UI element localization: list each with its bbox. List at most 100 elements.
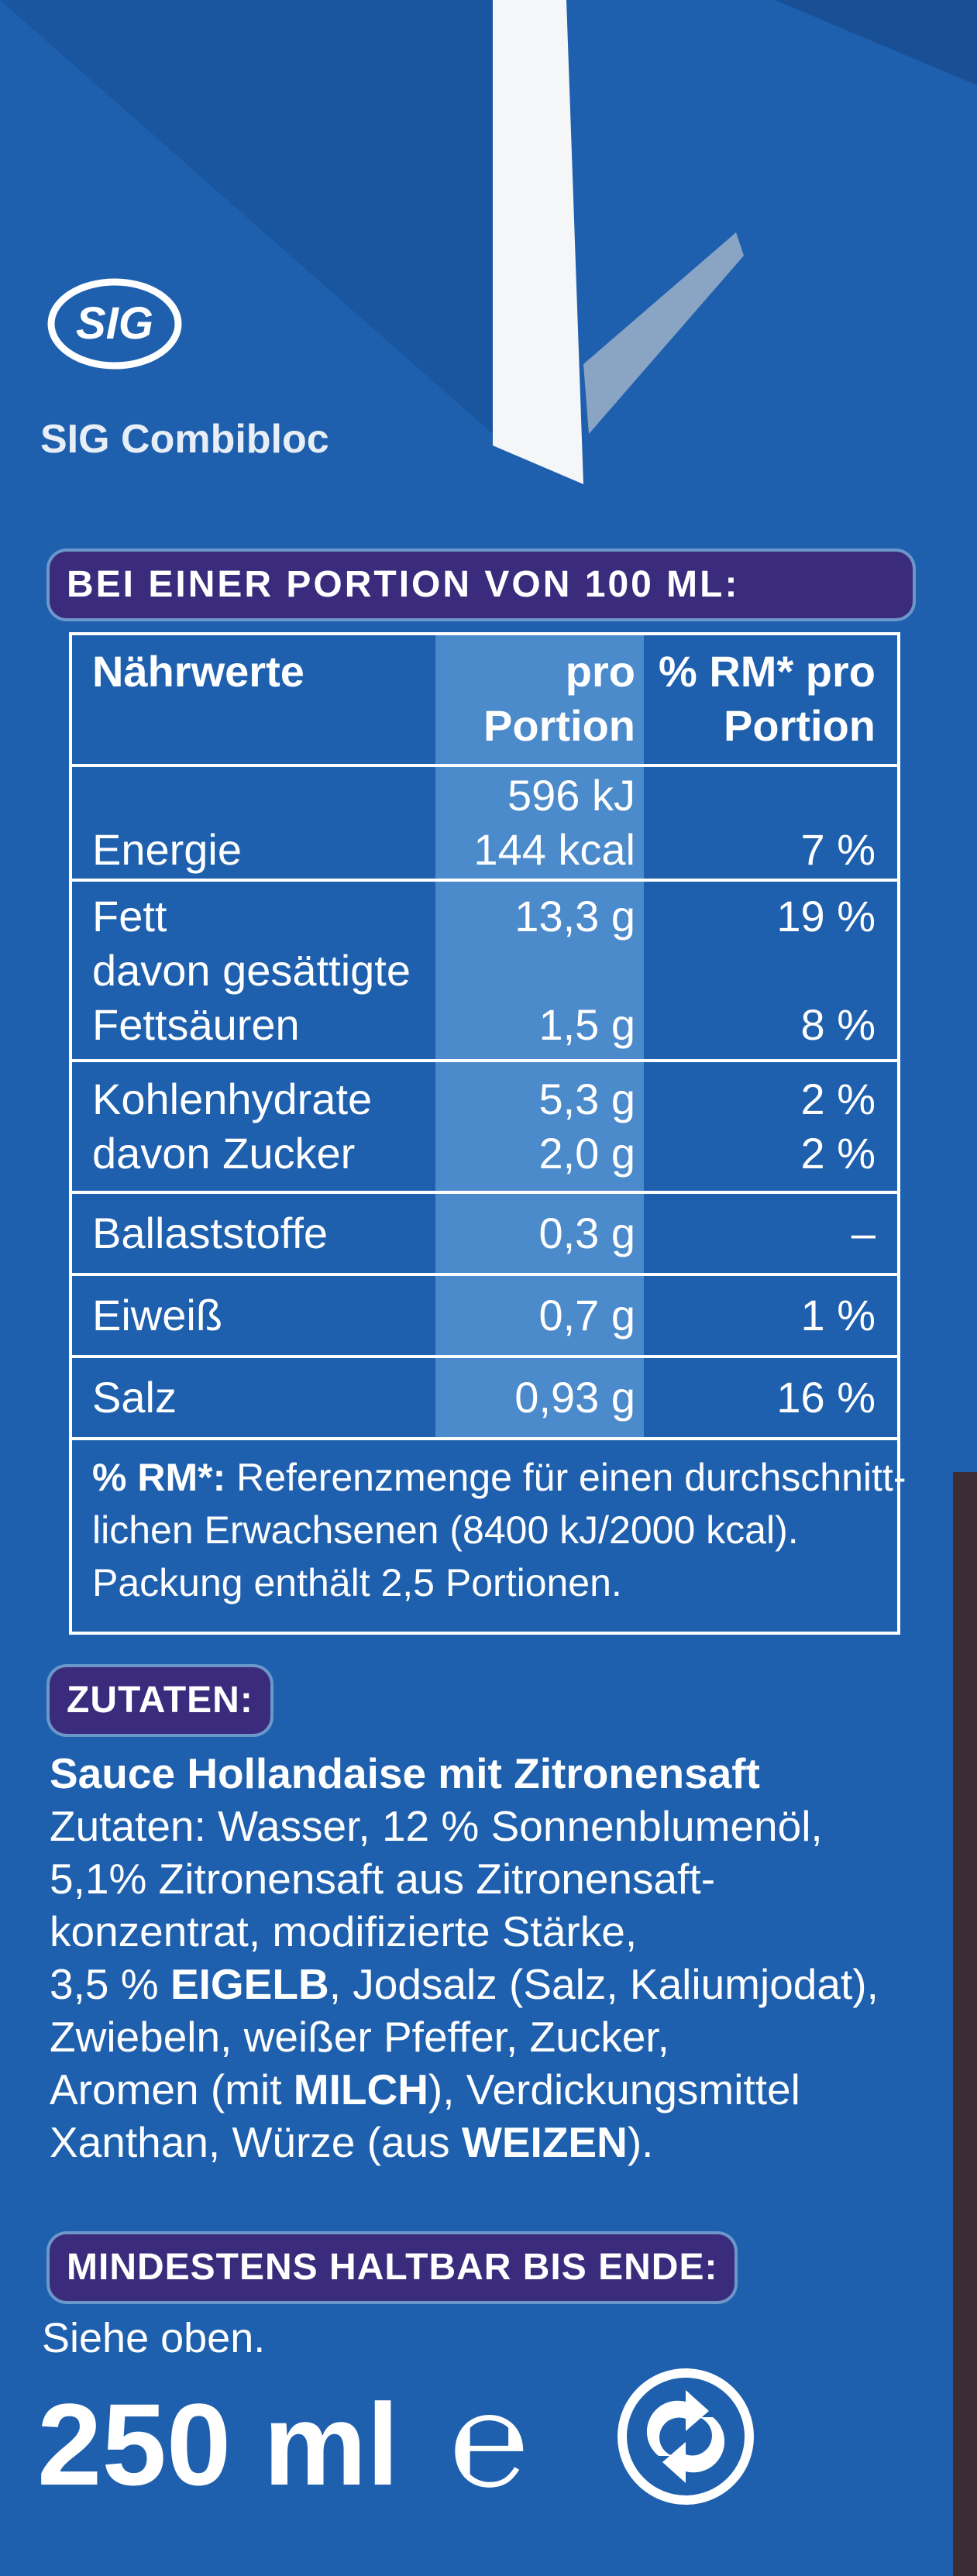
text-segment: Aromen (mit <box>50 2065 294 2113</box>
text-segment: ), Verdickungsmittel <box>428 2065 800 2113</box>
table-row: Kohlenhydrate 5,3 g 2 % davon Zucker 2,0 g 2 … <box>72 1062 897 1194</box>
nutrient-percent-line: 1 % <box>800 1291 876 1340</box>
text-segment: Zwiebeln, weißer Pfeffer, Zucker, <box>50 2013 669 2061</box>
nutrient-amount-line: 2,0 g <box>538 1129 635 1178</box>
nutrient-amount-line: 144 kcal <box>473 825 635 874</box>
table-row: Salz 0,93 g 16 % <box>72 1358 897 1440</box>
nutrient-label-line: davon Zucker <box>92 1129 356 1178</box>
nutrient-percent-line: 7 % <box>800 825 876 874</box>
text-segment: Packung enthält 2,5 Portionen. <box>92 1561 622 1604</box>
text-line: 5,1% Zitronensaft aus Zitronensaft- <box>50 1852 879 1905</box>
footnote: % RM*: Referenzmenge für einen durchschn… <box>72 1440 906 1620</box>
nutrient-label-line: Eiweiß <box>92 1291 223 1340</box>
nutrient-amount-line: 0,3 g <box>538 1209 635 1257</box>
best-before-text: Siehe oben. <box>42 2315 266 2361</box>
nutrient-amount-line: 0,93 g <box>514 1373 635 1422</box>
text-segment: WEIZEN <box>461 2118 628 2166</box>
header-amount-line: Portion <box>483 701 635 750</box>
text-line: Aromen (mit MILCH), Verdickungsmittel <box>50 2063 879 2116</box>
nutrient-label-line: davon gesättigte <box>92 945 411 995</box>
nutrient-label: Fett <box>72 889 435 944</box>
text-line: 3,5 % EIGELB, Jodsalz (Salz, Kaliumjodat… <box>50 1958 879 2010</box>
table-row: Eiweiß 0,7 g 1 % <box>72 1276 897 1358</box>
nutrient-amount-line: 13,3 g <box>514 891 635 941</box>
text-segment: 5,1% Zitronensaft aus Zitronensaft- <box>50 1855 716 1903</box>
header-amount: pro Portion <box>435 645 644 753</box>
nutrient-label: Ballaststoffe <box>72 1206 435 1260</box>
carton-edge <box>953 1472 977 2576</box>
nutrient-percent: 2 % <box>644 1072 897 1126</box>
dot-arrow <box>646 2390 709 2456</box>
logo: SIG <box>76 298 153 349</box>
text-line: % RM*: Referenzmenge für einen durchschn… <box>92 1451 906 1504</box>
dot-ring <box>618 2368 754 2505</box>
table-row: Ballaststoffe 0,3 g – <box>72 1194 897 1276</box>
text-line: lichen Erwachsenen (8400 kJ/2000 kcal). <box>92 1504 877 1556</box>
fold-shadow <box>0 0 493 434</box>
brand-name: SIG Combibloc <box>40 417 329 462</box>
text-segment: MILCH <box>293 2065 428 2113</box>
nutrient-percent-line: 19 % <box>776 891 876 941</box>
header-percent-line: % RM* pro <box>659 647 876 696</box>
table-row: Energie 596 kJ 144 kcal 7 % <box>72 767 897 882</box>
header-label-line: Nährwerte <box>92 647 304 696</box>
nutrient-label: davon gesättigte Fettsäuren <box>72 944 435 1052</box>
ingredients-title: Sauce Hollandaise mit Zitronensaft <box>50 1749 760 1797</box>
nutrient-percent: 7 % <box>644 823 897 877</box>
nutrient-amount: 2,0 g <box>435 1126 644 1181</box>
nutrient-percent: – <box>644 1206 897 1260</box>
nutrient-label-line: Fettsäuren <box>92 999 300 1049</box>
nutrient-label: Salz <box>72 1371 435 1425</box>
ingredients-heading: ZUTATEN: <box>50 1667 270 1734</box>
carton-flap <box>0 0 977 484</box>
text-segment: , Jodsalz (Salz, Kaliumjodat), <box>329 1960 879 2008</box>
fold-shadow <box>775 0 977 85</box>
text-segment: 3,5 % <box>50 1960 170 2008</box>
table-row: Fett 13,3 g 19 % davon gesättigte Fettsäuren… <box>72 882 897 1062</box>
text-line: konzentrat, modifizierte Stärke, <box>50 1905 879 1958</box>
text-segment: ). <box>627 2118 654 2166</box>
text-segment: lichen Erwachsenen (8400 kJ/2000 kcal). <box>92 1508 799 1552</box>
nutrient-label: davon Zucker <box>72 1126 435 1181</box>
nutrient-amount: 0,93 g <box>435 1371 644 1425</box>
green-dot <box>618 2368 754 2505</box>
nutrition-heading: BEI EINER PORTION VON 100 ML: <box>50 552 913 618</box>
nutrient-amount: 0,3 g <box>435 1206 644 1260</box>
header-percent: % RM* pro Portion <box>644 645 897 753</box>
nutrient-amount-line: 5,3 g <box>538 1075 635 1123</box>
header-percent-line: Portion <box>724 701 876 750</box>
nutrient-label-line: Kohlenhydrate <box>92 1075 373 1123</box>
logo-ring <box>47 278 182 370</box>
header-amount-line: pro <box>565 647 635 696</box>
nutrient-label: Kohlenhydrate <box>72 1072 435 1126</box>
nutrient-amount: 5,3 g <box>435 1072 644 1126</box>
nutrient-percent-line: – <box>851 1209 876 1257</box>
text-segment: EIGELB <box>170 1960 329 2008</box>
nutrient-amount-line: 596 kJ <box>507 771 635 820</box>
nutrient-percent: 2 % <box>644 1126 897 1181</box>
dot-arrow <box>662 2417 725 2483</box>
nutrient-percent-line: 8 % <box>800 999 876 1049</box>
nutrient-amount: 13,3 g <box>435 889 644 944</box>
estimate-sign: ℮ <box>449 2367 529 2514</box>
nutrient-percent-line: 16 % <box>776 1373 876 1422</box>
text-line: Zutaten: Wasser, 12 % Sonnenblumenöl, <box>50 1800 879 1852</box>
text-segment: konzentrat, modifizierte Stärke, <box>50 1907 638 1955</box>
table-row: Nährwerte pro Portion % RM* pro Portion <box>72 635 897 767</box>
text-segment: Referenzmenge für einen durchschnitt- <box>225 1456 906 1499</box>
text-line: Packung enthält 2,5 Portionen. <box>92 1556 877 1609</box>
ingredients: Sauce Hollandaise mit Zitronensaft Zutat… <box>50 1747 879 2168</box>
nutrient-label-line: Salz <box>92 1373 177 1422</box>
nutrient-amount-line: 1,5 g <box>538 999 635 1049</box>
nutrient-amount: 596 kJ 144 kcal <box>435 769 644 877</box>
fold-edge <box>583 232 744 434</box>
nutrient-percent: 8 % <box>644 998 897 1052</box>
nutrient-amount-line: 0,7 g <box>538 1291 635 1340</box>
nutrient-label: Energie <box>72 823 435 877</box>
text-line: Xanthan, Würze (aus WEIZEN). <box>50 2116 879 2168</box>
nutrient-label-line: Fett <box>92 891 167 941</box>
volume: 250 ml <box>37 2379 399 2509</box>
nutrient-label: Eiweiß <box>72 1288 435 1343</box>
nutrient-percent: 16 % <box>644 1371 897 1425</box>
text-segment: Xanthan, Würze (aus <box>50 2118 462 2166</box>
